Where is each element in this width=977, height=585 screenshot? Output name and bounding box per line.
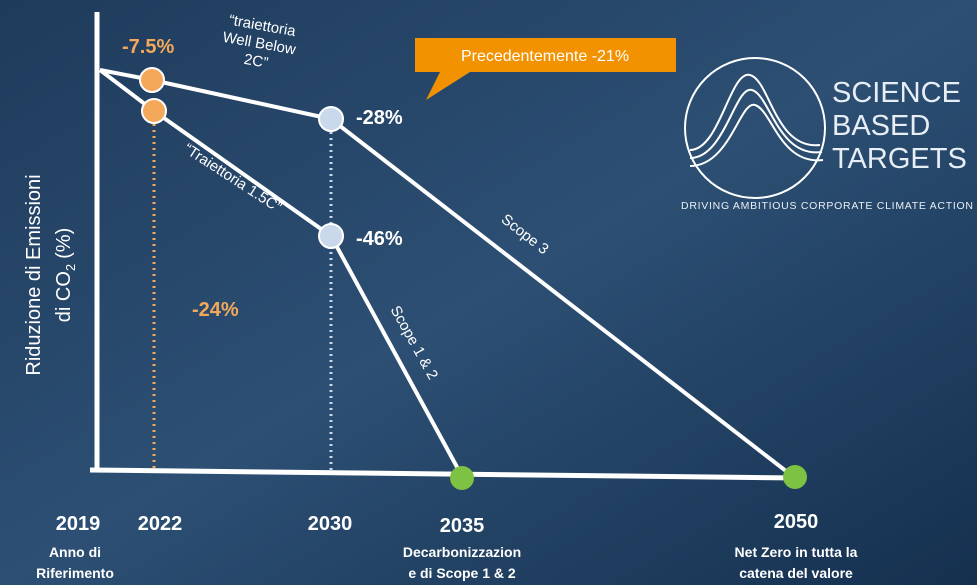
label-2030-bottom: -46% xyxy=(356,228,403,250)
year-note: Anno di xyxy=(49,544,101,560)
y-label-line2: di CO2 (%) xyxy=(53,228,78,322)
page: { "y_axis_label": {"line1": "Riduzione d… xyxy=(0,0,977,585)
y-label-suffix: (%) xyxy=(53,228,75,259)
logo-text: BASED xyxy=(832,110,930,142)
point-2035 xyxy=(450,466,474,490)
point-2022-top xyxy=(140,68,164,92)
y-label-co: di CO xyxy=(53,271,75,322)
year-note: catena del valore xyxy=(739,565,853,581)
label-2022-drop: -24% xyxy=(192,299,239,321)
year-note: e di Scope 1 & 2 xyxy=(408,565,516,581)
logo-text: SCIENCE xyxy=(832,77,961,109)
year-note: Riferimento xyxy=(36,565,114,581)
logo-tagline: DRIVING AMBITIOUS CORPORATE CLIMATE ACTI… xyxy=(681,200,973,212)
label-2030-top: -28% xyxy=(356,107,403,129)
year-label: 2019 xyxy=(56,513,101,535)
year-note: Net Zero in tutta la xyxy=(735,544,858,560)
year-label: 2022 xyxy=(138,513,183,535)
year-label: 2035 xyxy=(440,515,485,537)
year-label: 2030 xyxy=(308,513,353,535)
point-2050 xyxy=(783,465,807,489)
year-note: Decarbonizzazion xyxy=(403,544,521,560)
point-2030-top xyxy=(319,107,343,131)
diagram: Precedentemente -21% -7.5% “traiettoria … xyxy=(0,0,977,585)
point-2022-bottom xyxy=(142,99,166,123)
point-2030-bottom xyxy=(319,224,343,248)
y-label-line1: Riduzione di Emissioni xyxy=(23,174,45,375)
year-label: 2050 xyxy=(774,511,819,533)
label-2022-top: -7.5% xyxy=(122,36,174,58)
callout-text: Precedentemente -21% xyxy=(461,48,629,65)
logo-text: TARGETS xyxy=(832,143,967,175)
y-label-sub: 2 xyxy=(63,264,78,271)
